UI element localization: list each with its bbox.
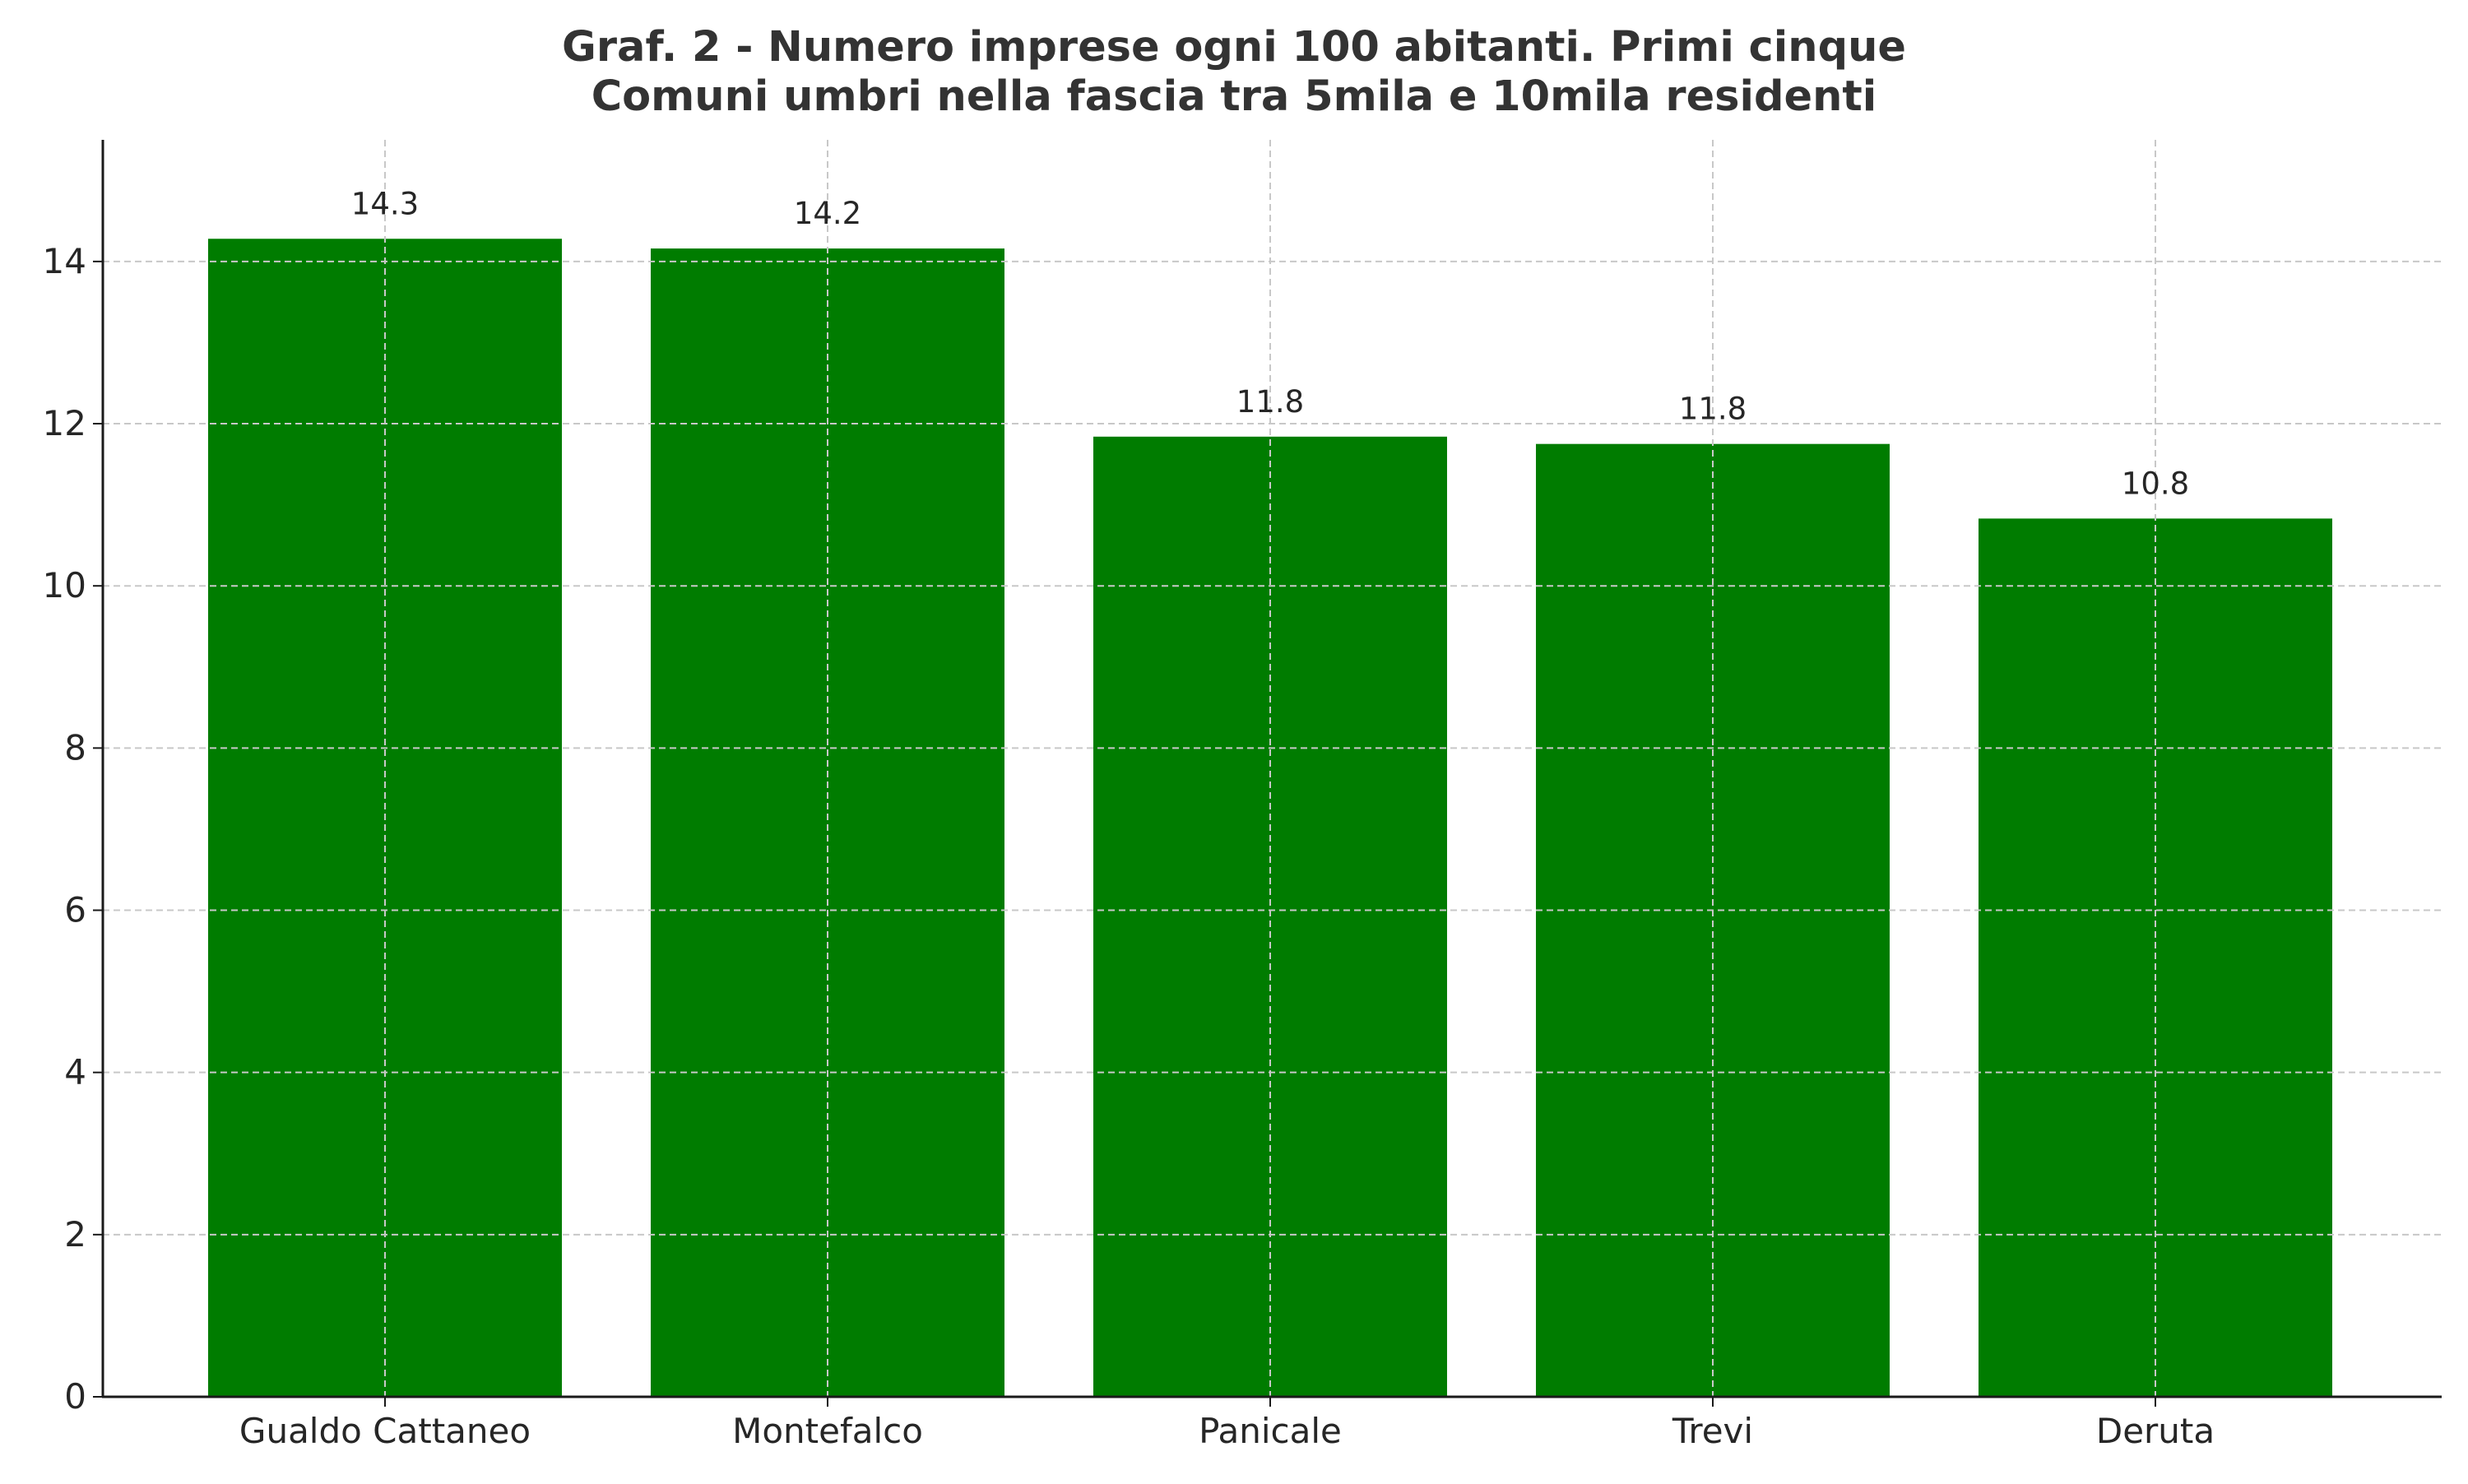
y-tick-label: 10: [43, 565, 86, 605]
gridlines: [103, 140, 2442, 1397]
labels: 0 2 4 6 8 10 12 14 Gualdo Cattaneo Montefalco Pani…: [43, 186, 2215, 1451]
x-tick-label: Montefalco: [732, 1411, 923, 1451]
data-label: 10.8: [2122, 466, 2189, 501]
y-tick-label: 2: [64, 1214, 86, 1254]
x-tick-label: Panicale: [1199, 1411, 1342, 1451]
y-tick-label: 14: [43, 241, 86, 281]
axes: [93, 140, 2442, 1407]
y-tick-label: 6: [64, 890, 86, 930]
y-tick-label: 4: [64, 1052, 86, 1092]
data-label: 14.3: [351, 186, 419, 221]
chart-title-line-2: Comuni umbri nella fascia tra 5mila e 10…: [591, 72, 1877, 121]
chart-title: Graf. 2 - Numero imprese ogni 100 abitan…: [0, 23, 2468, 122]
y-tick-label: 8: [64, 727, 86, 768]
data-label: 14.2: [794, 196, 861, 231]
y-tick-label: 12: [43, 403, 86, 443]
x-tick-label: Gualdo Cattaneo: [239, 1411, 531, 1451]
data-label: 11.8: [1679, 392, 1747, 427]
x-tick-label: Trevi: [1672, 1411, 1753, 1451]
y-tick-label: 0: [64, 1376, 86, 1417]
data-label: 11.8: [1236, 384, 1304, 420]
chart-title-line-1: Graf. 2 - Numero imprese ogni 100 abitan…: [562, 23, 1906, 72]
x-tick-label: Deruta: [2096, 1411, 2215, 1451]
